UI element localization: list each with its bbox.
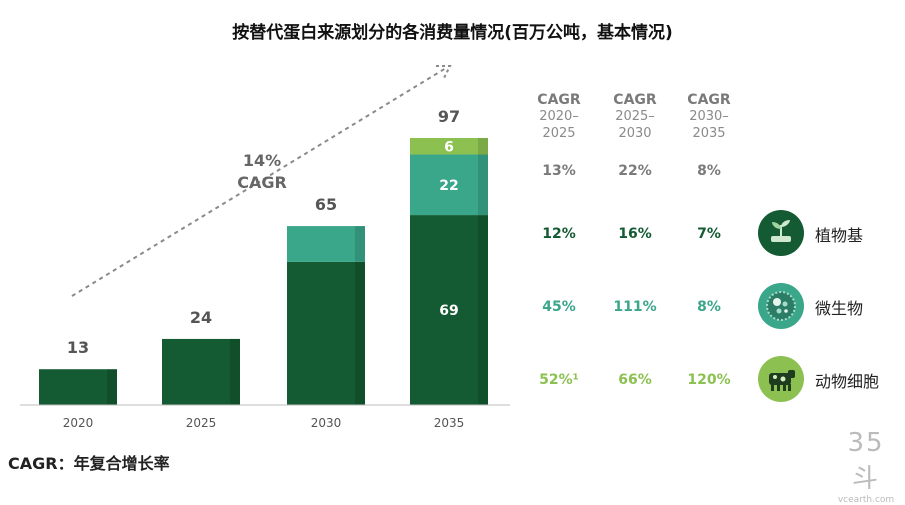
bar-2030-series-1	[287, 226, 365, 262]
stacked-bar-chart: 2020 2025 2030 2035 13 24 65 97 69 22 6	[20, 65, 510, 430]
bar-2035-series-2	[410, 138, 488, 155]
cagr-plant-2020-2025: 12%	[542, 226, 576, 242]
cagr-annotation-value: 14%	[242, 151, 282, 170]
cagr-plant-2025-2030: 16%	[618, 226, 652, 242]
category-label-microbe: 微生物	[815, 299, 864, 318]
cagr-plant-2030-2035: 7%	[697, 226, 721, 242]
cagr-animal-cell-2020-2025: 52%¹	[539, 372, 579, 388]
cagr-arrow-head	[436, 65, 452, 79]
watermark: 35斗 vcearth.com	[836, 428, 896, 505]
cagr-animal-cell-2030-2035: 120%	[687, 372, 731, 388]
watermark-url: vcearth.com	[837, 495, 895, 505]
cagr-header-2025-2030: CAGR 2025– 2030	[613, 92, 657, 141]
cagr-microbe-2025-2030: 111%	[613, 299, 657, 315]
total-label-2020: 13	[67, 338, 89, 357]
bar-2030-series-0	[287, 261, 365, 405]
total-label-2030: 65	[315, 195, 337, 214]
watermark-logo: 35斗	[847, 428, 885, 494]
x-tick-2035: 2035	[434, 416, 465, 430]
bar-2035-series-1	[410, 154, 488, 216]
category-label-animal-cell: 动物细胞	[815, 372, 880, 391]
x-tick-2030: 2030	[311, 416, 342, 430]
bar-shade-2035-series-1	[478, 154, 488, 216]
x-tick-2020: 2020	[63, 416, 94, 430]
cagr-annotation-label: CAGR	[237, 173, 287, 192]
cagr-microbe-2020-2025: 45%	[542, 299, 576, 315]
bar-shade-2035-series-0	[478, 215, 488, 405]
plant-icon	[758, 210, 804, 256]
cagr-annotation: 14% CAGR	[222, 150, 302, 194]
bar-shade-2030-series-1	[355, 226, 365, 262]
total-label-2025: 24	[190, 308, 212, 327]
cagr-header-2020-2025: CAGR 2020– 2025	[537, 92, 581, 141]
bar-2025-series-0	[162, 338, 240, 405]
microbe-icon	[758, 283, 804, 329]
footnote: CAGR：年复合增长率	[8, 454, 170, 473]
bar-shade-2020-series-0	[107, 369, 117, 405]
bar-shade-2035-series-2	[478, 138, 488, 155]
cagr-trend-arrow	[71, 67, 447, 297]
cagr-microbe-2030-2035: 8%	[697, 299, 721, 315]
chart-title: 按替代蛋白来源划分的各消费量情况(百万公吨，基本情况)	[232, 23, 673, 43]
segment-label-2035-微生物: 22	[439, 178, 458, 194]
cagr-total-2030-2035: 8%	[697, 163, 721, 179]
bar-shade-2030-series-0	[355, 261, 365, 405]
total-label-2035: 97	[438, 107, 460, 126]
cow-icon	[758, 356, 804, 402]
cagr-animal-cell-2025-2030: 66%	[618, 372, 652, 388]
bar-2020-series-0	[39, 369, 117, 405]
bar-2035-series-0	[410, 215, 488, 405]
bar-shade-2025-series-0	[230, 338, 240, 405]
category-label-plant: 植物基	[815, 226, 864, 245]
cagr-header-2030-2035: CAGR 2030– 2035	[687, 92, 731, 141]
segment-label-2035-植物基: 69	[439, 303, 458, 319]
cagr-total-2020-2025: 13%	[542, 163, 576, 179]
cagr-total-2025-2030: 22%	[618, 163, 652, 179]
segment-label-2035-动物细胞: 6	[444, 139, 454, 155]
x-tick-2025: 2025	[186, 416, 217, 430]
